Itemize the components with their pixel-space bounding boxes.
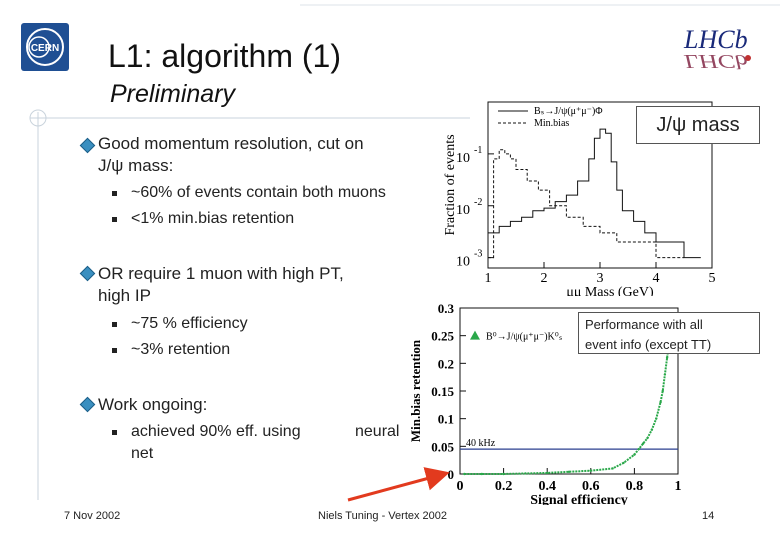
- mass-chart-legend-label: Bₛ→J/ψ(μ⁺μ⁻)Φ: [534, 106, 603, 117]
- efficiency-chart-point: [661, 389, 664, 393]
- mass-chart-x-label: μμ Mass (GeV): [566, 285, 654, 296]
- bullet-1-line-1: Good momentum resolution, cut on: [98, 134, 364, 153]
- mass-chart-y-tick-label: 10: [456, 255, 470, 270]
- cern-logo: CERN: [20, 22, 70, 72]
- mass-chart-y-tick-label: 10: [456, 151, 470, 166]
- efficiency-chart-y-tick-label: 0.15: [431, 384, 454, 399]
- efficiency-chart-point: [611, 467, 614, 470]
- bullet-3-sub-2: neural: [355, 423, 400, 440]
- sub-bullet-icon: [112, 191, 117, 196]
- bullet-2-line-2: high IP: [98, 286, 151, 305]
- mass-chart-y-tick-exponent: -2: [474, 197, 482, 208]
- performance-callout-line-1: Performance with all: [585, 317, 703, 332]
- efficiency-chart-point: [589, 469, 592, 472]
- sub-bullet-icon: [112, 430, 117, 435]
- mass-chart-legend-label: Min.bias: [534, 118, 569, 129]
- sub-bullet-icon: [112, 322, 117, 327]
- efficiency-chart-point: [646, 436, 649, 440]
- efficiency-chart-point: [655, 417, 658, 420]
- mass-chart-y-tick-exponent: -3: [474, 249, 482, 260]
- efficiency-chart-point: [637, 447, 640, 451]
- lhcb-logo-text: LHCb: [683, 25, 748, 54]
- efficiency-chart-x-tick-label: 0.4: [538, 479, 556, 494]
- bullet-2: OR require 1 muon with high PT, high IP: [98, 263, 344, 307]
- efficiency-chart-series: [464, 318, 673, 475]
- efficiency-chart-point: [663, 373, 667, 376]
- efficiency-chart-x-label: Signal efficiency: [530, 493, 628, 505]
- efficiency-chart-x-tick-label: 0: [457, 479, 464, 494]
- bullet-2-sub-2: ~3% retention: [131, 341, 231, 358]
- jpsi-mass-callout: J/ψ mass: [636, 106, 760, 144]
- bullet-3-sub-1: achieved 90% eff. using: [131, 423, 301, 440]
- mass-chart-y-tick-exponent: -1: [474, 145, 482, 156]
- cern-logo-graphic: CERN: [21, 23, 69, 71]
- efficiency-chart-annotation: 40 kHz: [466, 438, 496, 449]
- efficiency-chart-point: [622, 461, 625, 465]
- mass-chart-x-tick-label: 2: [541, 271, 548, 286]
- efficiency-chart-point: [665, 356, 669, 359]
- efficiency-chart-x-tick-label: 1: [675, 479, 682, 494]
- footer-page-number: 14: [702, 510, 715, 522]
- efficiency-chart-x-tick-label: 0.6: [582, 479, 600, 494]
- mass-chart-x-tick-label: 3: [597, 271, 604, 286]
- efficiency-chart-point: [633, 453, 636, 456]
- lhcb-logo-graphic: LHCb LHCb: [683, 25, 751, 72]
- efficiency-chart-point: [567, 470, 571, 473]
- mass-chart-x-tick-label: 5: [709, 271, 716, 286]
- performance-callout: Performance with all event info (except …: [578, 312, 760, 354]
- bullet-2-sub-1: ~75 % efficiency: [131, 315, 248, 332]
- efficiency-chart-x-tick-label: 0.2: [495, 479, 512, 494]
- mass-chart-series-0: [488, 128, 701, 259]
- mass-chart-x-tick-label: 1: [485, 271, 492, 286]
- bullet-1-line-2: J/ψ mass:: [98, 156, 174, 175]
- efficiency-chart-y-tick-label: 0: [448, 467, 455, 482]
- footer-date: 7 Nov 2002: [64, 510, 121, 522]
- sub-bullet-icon: [112, 348, 117, 353]
- bullet-3-sub-3: net: [131, 445, 154, 462]
- efficiency-chart-point: [546, 471, 549, 475]
- efficiency-chart-point: [659, 400, 662, 404]
- bullet-2-line-1: OR require 1 muon with high PT,: [98, 264, 344, 283]
- sub-bullet-icon: [112, 217, 117, 222]
- jpsi-mass-callout-text: J/ψ mass: [656, 114, 740, 136]
- red-arrow: [347, 467, 450, 502]
- efficiency-chart-legend-marker: [470, 330, 480, 340]
- mass-chart-x-tick-label: 4: [653, 271, 660, 286]
- bullet-1-sub-2: <1% min.bias retention: [131, 210, 295, 227]
- mass-chart-y-tick-label: 10: [456, 203, 470, 218]
- lhcb-logo: LHCb LHCb: [680, 22, 760, 74]
- mass-chart-series-1: [488, 149, 684, 259]
- efficiency-chart-point: [480, 472, 483, 476]
- page-subtitle: Preliminary: [110, 80, 236, 108]
- efficiency-chart-x-tick-label: 0.8: [626, 479, 644, 494]
- efficiency-chart-y-tick-label: 0.05: [431, 439, 454, 454]
- efficiency-chart-y-tick-label: 0.2: [438, 356, 454, 371]
- efficiency-chart-point: [650, 428, 654, 431]
- efficiency-chart-point: [524, 472, 527, 475]
- efficiency-chart-legend-label: B⁰→J/ψ(μ⁺μ⁻)K⁰ₛ: [486, 332, 563, 343]
- efficiency-chart-point: [502, 472, 505, 476]
- efficiency-chart-y-tick-label: 0.1: [438, 412, 454, 427]
- mass-chart-y-label: Fraction of events: [443, 134, 458, 235]
- bullet-1: Good momentum resolution, cut on J/ψ mas…: [98, 133, 364, 177]
- efficiency-chart-y-tick-label: 0.25: [431, 329, 454, 344]
- page-title: L1: algorithm (1): [108, 38, 341, 74]
- efficiency-chart-point: [641, 442, 645, 445]
- efficiency-chart-y-tick-label: 0.3: [438, 301, 455, 316]
- efficiency-chart-y-label: Min.bias retention: [408, 339, 423, 442]
- efficiency-chart-point: [463, 472, 466, 476]
- bullet-3: Work ongoing:: [98, 395, 208, 414]
- cern-logo-text: CERN: [31, 43, 59, 54]
- bullet-1-sub-1: ~60% of events contain both muons: [131, 184, 386, 201]
- footer-center: Niels Tuning - Vertex 2002: [318, 510, 448, 522]
- performance-callout-line-2: event info (except TT): [585, 337, 712, 352]
- lhcb-logo-reflection: LHCb: [683, 51, 748, 72]
